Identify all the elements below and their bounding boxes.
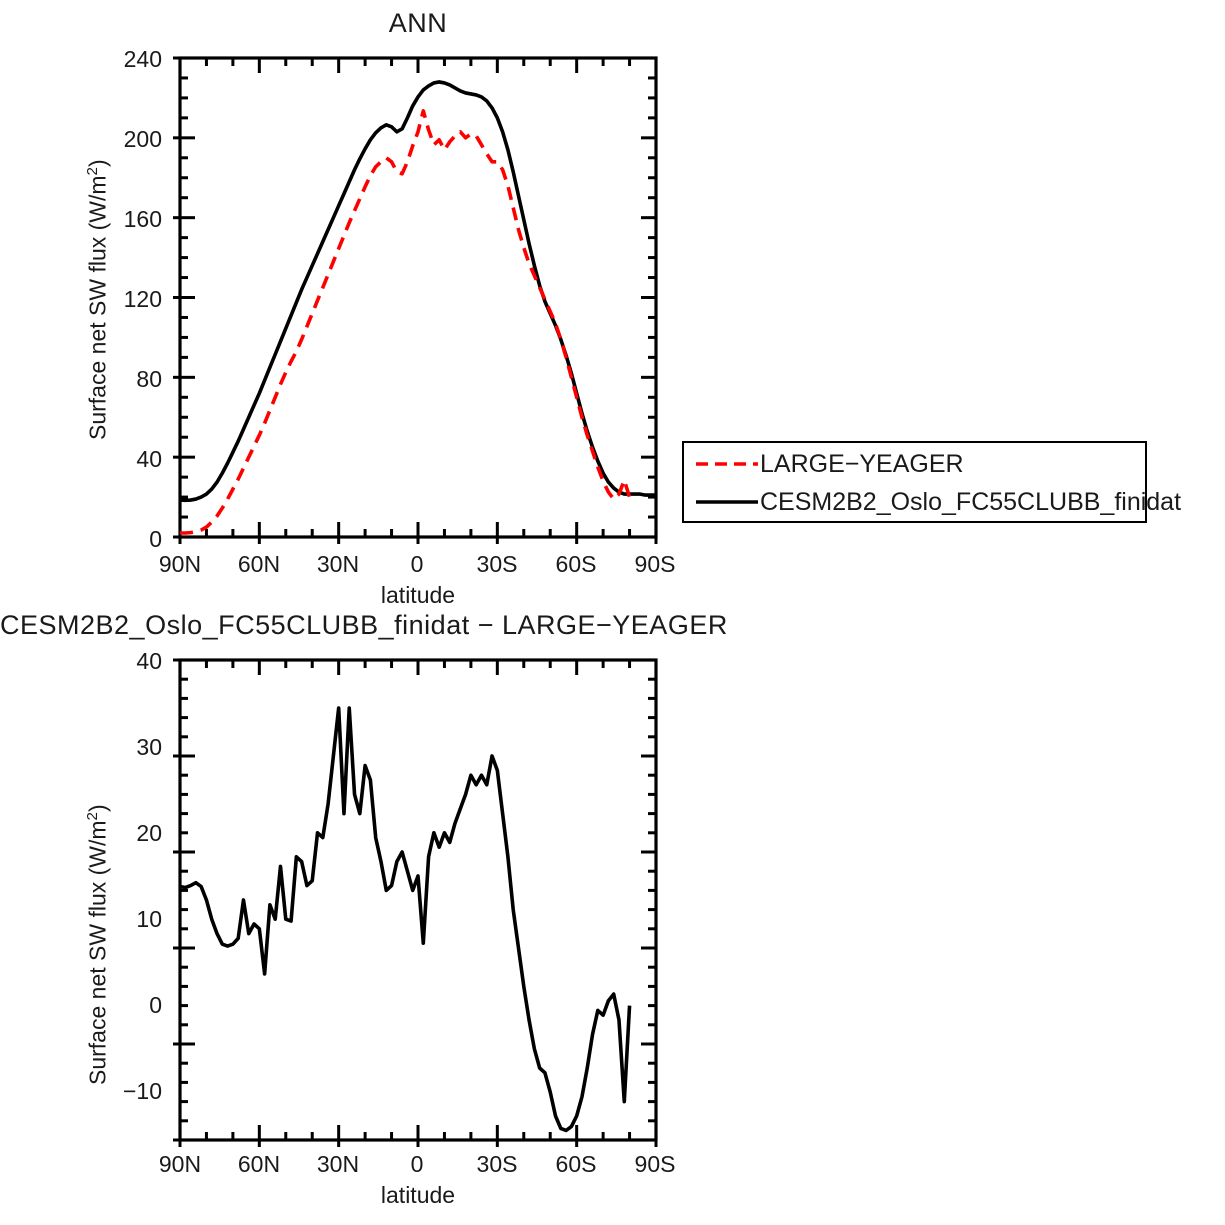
top-xtick-label: 90S bbox=[634, 551, 676, 577]
legend-item-large-yeager[interactable]: LARGE−YEAGER bbox=[684, 447, 964, 481]
top-ytick-label: 200 bbox=[123, 126, 162, 152]
plot-frame bbox=[178, 658, 658, 1142]
bottom-xtick-label: 60N bbox=[237, 1151, 281, 1177]
bottom-xtick-label: 90S bbox=[634, 1151, 676, 1177]
bottom-ytick-label: 30 bbox=[136, 734, 162, 760]
bottom-ytick-label: 0 bbox=[149, 992, 162, 1018]
top-ytick-label: 160 bbox=[123, 206, 162, 232]
bottom-xtick-label: 30N bbox=[316, 1151, 360, 1177]
bottom-xtick-label: 0 bbox=[410, 1151, 424, 1177]
top-ytick-label: 240 bbox=[123, 46, 162, 72]
bottom-panel-title: CESM2B2_Oslo_FC55CLUBB_finidat − LARGE−Y… bbox=[0, 610, 728, 640]
top-xtick-label: 30N bbox=[316, 551, 360, 577]
top-panel-title: ANN bbox=[388, 8, 448, 38]
legend-line-sample-solid bbox=[696, 496, 758, 508]
bottom-ytick-label: 10 bbox=[136, 906, 162, 932]
legend-label: LARGE−YEAGER bbox=[760, 449, 964, 478]
legend-line-sample-dashed bbox=[696, 458, 758, 470]
top-ytick-label: 0 bbox=[149, 526, 162, 552]
top-xtick-label: 90N bbox=[158, 551, 202, 577]
bottom-panel-y-axis-label-text: Surface net SW flux (W/m2) bbox=[84, 804, 111, 1085]
top-ytick-label: 120 bbox=[123, 286, 162, 312]
top-xtick-label: 60S bbox=[555, 551, 597, 577]
legend-item-cesm2b2[interactable]: CESM2B2_Oslo_FC55CLUBB_finidat bbox=[684, 485, 1181, 519]
top-xtick-label: 60N bbox=[237, 551, 281, 577]
top-ytick-label: 40 bbox=[136, 446, 162, 472]
top-panel-plot-area bbox=[173, 56, 658, 544]
legend-label: CESM2B2_Oslo_FC55CLUBB_finidat bbox=[760, 487, 1182, 516]
bottom-panel-x-axis-label: latitude bbox=[380, 1182, 456, 1208]
bottom-xtick-label: 60S bbox=[555, 1151, 597, 1177]
series-line bbox=[179, 706, 632, 1133]
bottom-ytick-label: −10 bbox=[122, 1078, 162, 1104]
top-xtick-label: 30S bbox=[476, 551, 518, 577]
zonal-mean-panel: ANN Surface net SW flux (W/m2) latitude … bbox=[0, 0, 1225, 608]
bottom-panel-plot-area bbox=[173, 658, 658, 1147]
bottom-ytick-label: 20 bbox=[136, 820, 162, 846]
series-line bbox=[179, 80, 656, 503]
series-line bbox=[180, 109, 632, 535]
top-xtick-label: 0 bbox=[410, 551, 424, 577]
difference-panel: CESM2B2_Oslo_FC55CLUBB_finidat − LARGE−Y… bbox=[0, 600, 1225, 1225]
top-panel-x-axis-label: latitude bbox=[380, 582, 456, 608]
bottom-xtick-label: 90N bbox=[158, 1151, 202, 1177]
bottom-xtick-label: 30S bbox=[476, 1151, 518, 1177]
top-ytick-label: 80 bbox=[136, 366, 162, 392]
bottom-ytick-label: 40 bbox=[136, 648, 162, 674]
legend: LARGE−YEAGER CESM2B2_Oslo_FC55CLUBB_fini… bbox=[682, 441, 1181, 523]
